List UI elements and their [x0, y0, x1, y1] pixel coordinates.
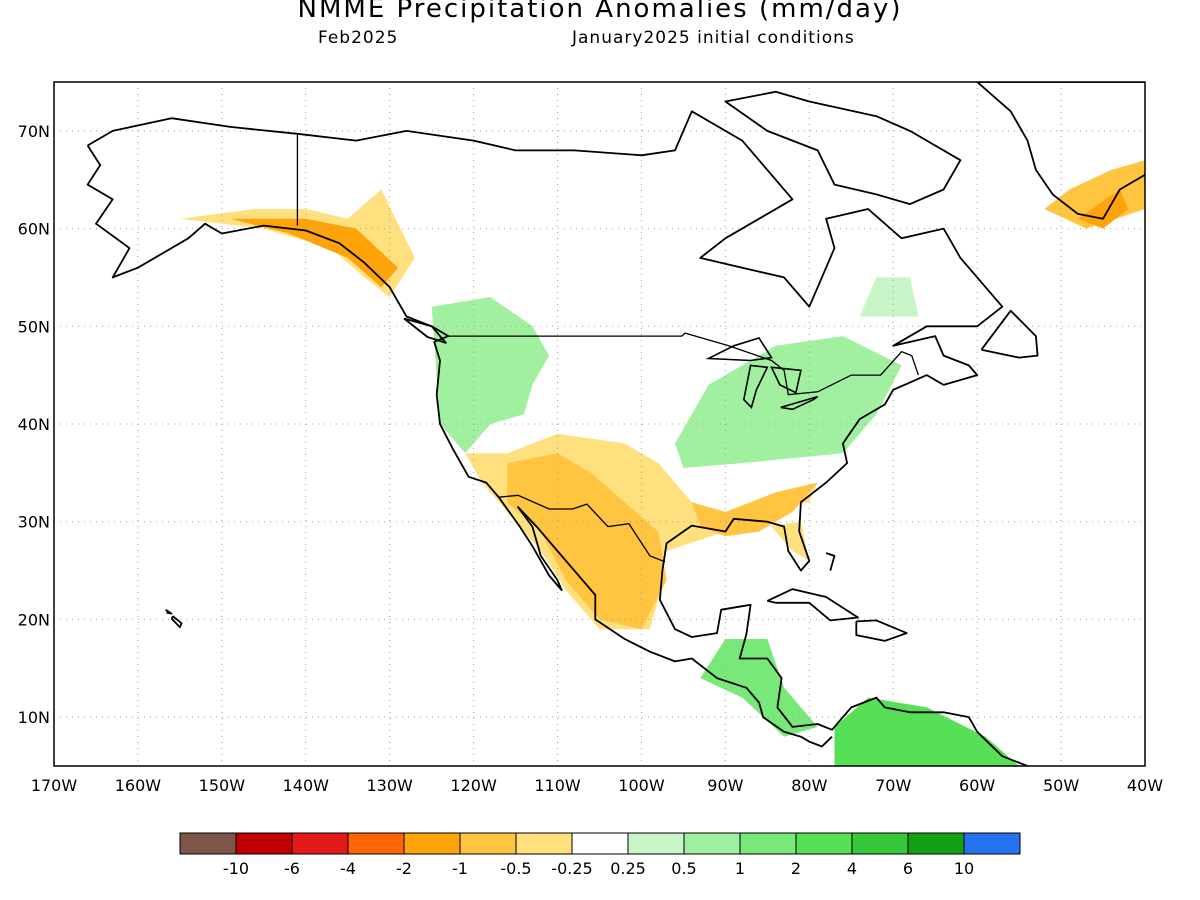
lon-tick-label: 120W — [450, 776, 497, 795]
legend-label: -0.25 — [551, 859, 592, 878]
legend-swatch — [459, 832, 517, 855]
alaska-coast — [87, 110, 1028, 766]
map-title: NMME Precipitation Anomalies (mm/day) — [297, 0, 903, 24]
lat-tick-label: 60N — [18, 220, 50, 239]
legend-swatch — [795, 832, 853, 855]
cuba — [766, 588, 859, 622]
lake-erie — [780, 395, 819, 411]
plot-frame — [53, 81, 1146, 767]
lon-tick-label: 160W — [115, 776, 162, 795]
legend-swatch — [403, 832, 461, 855]
legend-label: 6 — [903, 859, 913, 878]
lat-tick-label: 40N — [18, 415, 50, 434]
us-mexico — [497, 494, 666, 563]
legend-label: 4 — [847, 859, 857, 878]
lon-tick-label: 60W — [959, 776, 995, 795]
lon-tick-label: 50W — [1043, 776, 1079, 795]
legend-label: -2 — [396, 859, 412, 878]
lat-tick-label: 50N — [18, 317, 50, 336]
legend-swatch — [851, 832, 909, 855]
legend-label: 0.25 — [610, 859, 646, 878]
axis-labels: 70N 60N 50N 40N 30N 20N 10N 170W 160W 150W 140W 130… — [18, 122, 1164, 795]
lon-tick-label: 150W — [199, 776, 246, 795]
legend-swatch — [291, 832, 349, 855]
legend-label: 10 — [954, 859, 974, 878]
legend-label: -1 — [452, 859, 468, 878]
lat-tick-label: 20N — [18, 610, 50, 629]
legend-label: 0.5 — [671, 859, 696, 878]
legend-label: -4 — [340, 859, 356, 878]
legend-label: -0.5 — [500, 859, 531, 878]
legend-label: 1 — [735, 859, 745, 878]
lake-huron — [770, 366, 802, 394]
lon-tick-label: 170W — [31, 776, 78, 795]
vancouver-island — [403, 317, 447, 344]
us-canada-49th — [445, 332, 920, 396]
lon-tick-label: 110W — [534, 776, 581, 795]
lon-tick-label: 40W — [1127, 776, 1163, 795]
lon-tick-label: 140W — [283, 776, 330, 795]
dry-southeast-alaska — [179, 189, 415, 297]
hawaii-big-island — [170, 615, 183, 629]
lon-tick-label: 90W — [707, 776, 743, 795]
lon-tick-label: 130W — [367, 776, 414, 795]
legend-label: 2 — [791, 859, 801, 878]
lat-tick-label: 30N — [18, 513, 50, 532]
coastlines — [86, 82, 1145, 766]
borders — [296, 133, 920, 563]
dry-core-mexico — [507, 453, 667, 630]
valid-month: Feb2025 — [318, 28, 399, 48]
legend-swatch — [963, 832, 1021, 855]
lon-tick-label: 70W — [875, 776, 911, 795]
legend-swatch — [907, 832, 965, 855]
lat-tick-label: 70N — [18, 122, 50, 141]
legend-swatch — [683, 832, 741, 855]
legend-label: -10 — [223, 859, 249, 878]
anomaly-shading — [179, 160, 1145, 766]
wet-quebec — [859, 277, 919, 317]
dry-south-greenland-core — [1077, 189, 1129, 229]
hawaii-maui — [165, 608, 173, 615]
hudson-bay-island — [724, 90, 962, 206]
pacific-coast — [86, 145, 833, 748]
lon-tick-label: 100W — [618, 776, 665, 795]
hispaniola — [855, 619, 908, 642]
lake-michigan — [742, 364, 769, 409]
legend-swatch — [571, 832, 629, 855]
legend-swatch — [179, 832, 237, 855]
greenland — [976, 82, 1145, 220]
wet-northern-south-america — [834, 697, 1020, 766]
legend-swatch — [235, 832, 293, 855]
lat-tick-label: 10N — [18, 708, 50, 727]
legend-label: -6 — [284, 859, 300, 878]
newfoundland — [980, 309, 1039, 359]
legend-swatch — [627, 832, 685, 855]
color-legend: -10 -6 -4 -2 -1 -0.5 -0.25 0.25 0.5 1 2 4 6 10 — [179, 832, 1021, 878]
dry-gulf-coast — [691, 482, 818, 537]
lake-superior — [705, 337, 773, 362]
wet-central-america — [700, 639, 818, 737]
lakes — [705, 337, 819, 411]
legend-swatch — [515, 832, 573, 855]
initial-conditions: January2025 initial conditions — [572, 28, 855, 48]
legend-swatch — [347, 832, 405, 855]
wet-ohio-valley-northeast — [675, 336, 902, 468]
legend-swatch — [739, 832, 797, 855]
dry-southeast-alaska-core — [230, 218, 399, 288]
florida-bay-islands — [825, 552, 836, 571]
graticule — [54, 82, 1145, 766]
wet-pacific-northwest — [431, 297, 550, 454]
lon-tick-label: 80W — [791, 776, 827, 795]
